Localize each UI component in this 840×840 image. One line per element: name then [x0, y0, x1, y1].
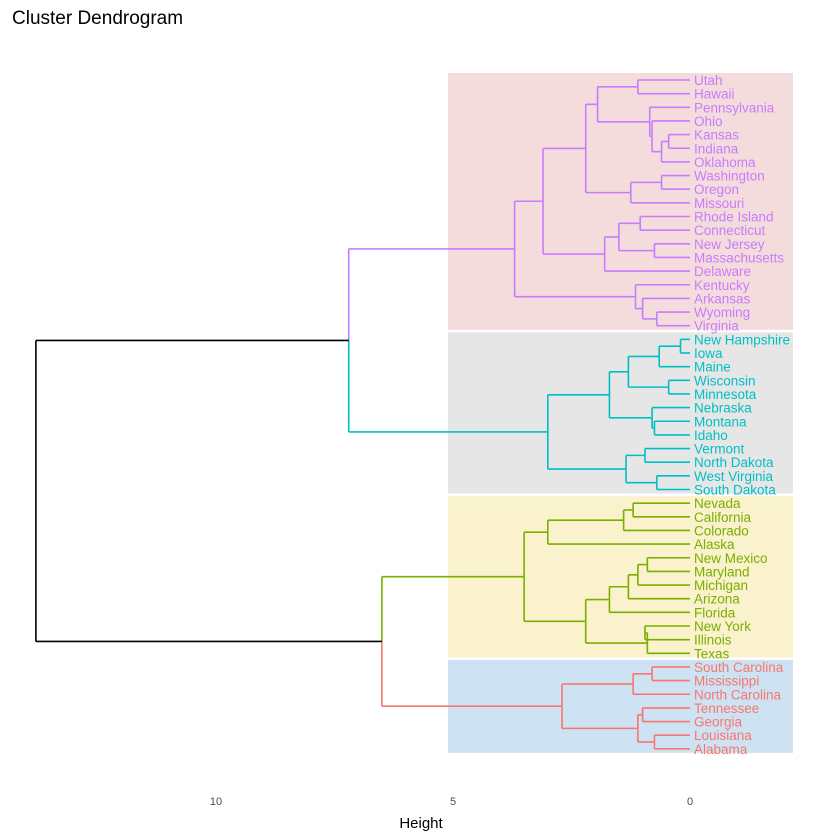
leaf-labels: UtahHawaiiPennsylvaniaOhioKansasIndianaO… [694, 73, 790, 757]
leaf-label: Mississippi [694, 674, 759, 689]
leaf-label: Wyoming [694, 305, 750, 320]
leaf-label: Kentucky [694, 278, 750, 293]
leaf-label: Washington [694, 169, 765, 184]
leaf-label: Arkansas [694, 291, 751, 306]
leaf-label: Idaho [694, 428, 728, 443]
x-axis-title: Height [399, 815, 443, 832]
leaf-label: Alaska [694, 537, 735, 552]
leaf-label: Delaware [694, 264, 751, 279]
leaf-label: West Virginia [694, 469, 774, 484]
leaf-label: Missouri [694, 196, 744, 211]
leaf-label: Hawaii [694, 87, 735, 102]
leaf-label: South Dakota [694, 483, 776, 498]
leaf-label: Maryland [694, 564, 750, 579]
leaf-label: New Jersey [694, 237, 765, 252]
leaf-label: Ohio [694, 114, 723, 129]
leaf-label: Pennsylvania [694, 100, 775, 115]
leaf-label: South Carolina [694, 660, 784, 675]
leaf-label: Tennessee [694, 701, 759, 716]
leaf-label: Nebraska [694, 401, 752, 416]
leaf-label: Montana [694, 414, 747, 429]
leaf-label: Louisiana [694, 728, 752, 743]
leaf-label: New Mexico [694, 551, 768, 566]
leaf-label: Maine [694, 360, 731, 375]
leaf-label: Nevada [694, 496, 741, 511]
leaf-label: Rhode Island [694, 210, 774, 225]
cluster-band-1 [448, 73, 793, 330]
leaf-label: Michigan [694, 578, 748, 593]
leaf-label: Florida [694, 605, 736, 620]
x-tick-label: 5 [450, 796, 456, 808]
cluster-band-2 [448, 332, 793, 494]
leaf-label: Virginia [694, 319, 739, 334]
x-axis: 10 5 0 Height [210, 796, 693, 832]
leaf-label: Connecticut [694, 223, 766, 238]
leaf-label: North Carolina [694, 687, 782, 702]
chart-title: Cluster Dendrogram [12, 8, 184, 29]
x-tick-label: 10 [210, 796, 222, 808]
leaf-label: Oklahoma [694, 155, 756, 170]
leaf-label: Utah [694, 73, 723, 88]
leaf-label: New York [694, 619, 751, 634]
leaf-label: Illinois [694, 633, 732, 648]
leaf-label: Wisconsin [694, 373, 756, 388]
leaf-label: New Hampshire [694, 332, 790, 347]
leaf-label: Massachusetts [694, 250, 784, 265]
leaf-label: Colorado [694, 523, 749, 538]
leaf-label: Oregon [694, 182, 739, 197]
leaf-label: Minnesota [694, 387, 757, 402]
leaf-label: Iowa [694, 346, 723, 361]
leaf-label: North Dakota [694, 455, 774, 470]
leaf-label: Georgia [694, 715, 743, 730]
leaf-label: Alabama [694, 742, 748, 757]
leaf-label: Indiana [694, 141, 739, 156]
leaf-label: Texas [694, 646, 730, 661]
leaf-label: Vermont [694, 442, 745, 457]
leaf-label: Arizona [694, 592, 740, 607]
leaf-label: Kansas [694, 128, 739, 143]
dendrogram-branches [35, 79, 690, 750]
x-tick-label: 0 [687, 796, 693, 808]
leaf-label: California [694, 510, 752, 525]
